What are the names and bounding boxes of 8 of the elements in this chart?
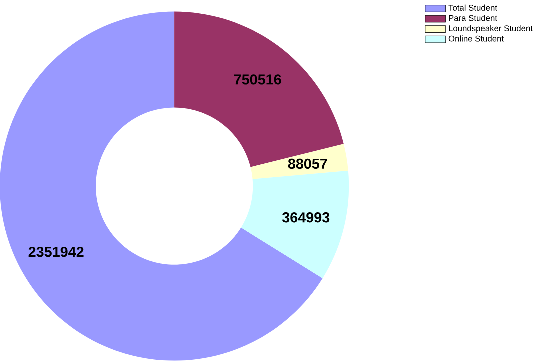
data-label: 364993 [282,212,330,223]
data-label: 750516 [234,74,282,85]
legend-label: Para Student [449,15,498,22]
legend-label: Loundspeaker Student [449,25,533,34]
data-label: 2351942 [28,247,84,258]
legend-label: Online Student [448,36,504,42]
data-label: 88057 [288,158,328,170]
legend-label: Total Student [448,4,498,11]
